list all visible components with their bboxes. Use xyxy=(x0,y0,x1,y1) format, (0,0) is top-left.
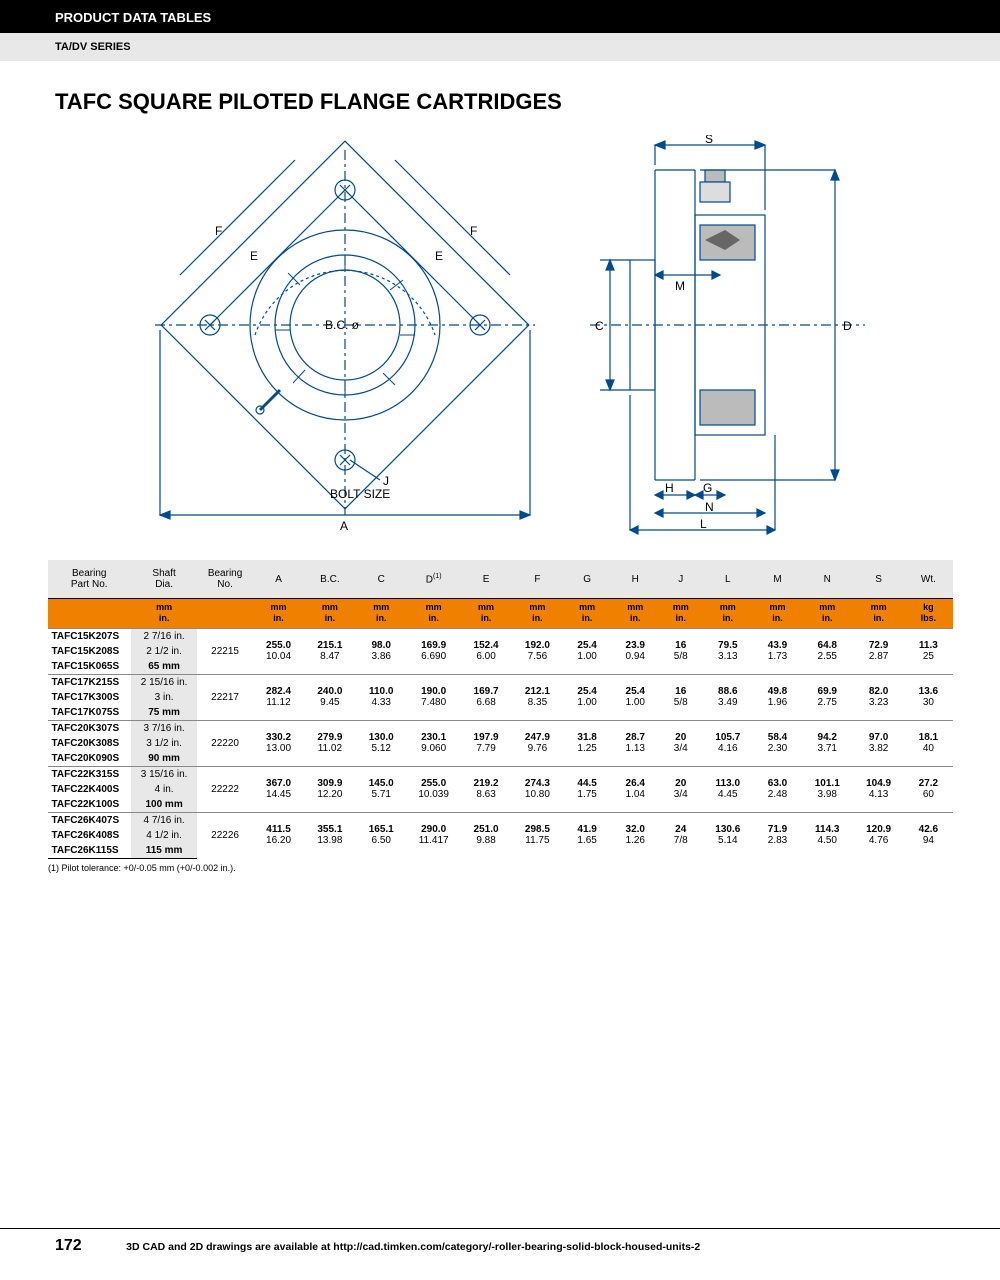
col-M: M xyxy=(753,560,801,599)
col-D: D(1) xyxy=(407,560,460,599)
col-E: E xyxy=(460,560,511,599)
label-D: D xyxy=(843,319,852,333)
page-title: TAFC SQUARE PILOTED FLANGE CARTRIDGES xyxy=(55,89,1000,115)
label-BC: B.C. ø xyxy=(325,318,360,332)
footer-text: 3D CAD and 2D drawings are available at … xyxy=(126,1241,700,1253)
label-A: A xyxy=(340,519,348,533)
col-shaft: ShaftDia. xyxy=(131,560,197,599)
label-M: M xyxy=(675,279,685,293)
col-A: A xyxy=(253,560,304,599)
label-F1: F xyxy=(215,224,222,238)
page-number: 172 xyxy=(55,1237,82,1254)
series-bar: TA/DV SERIES xyxy=(0,33,1000,61)
label-G: G xyxy=(703,481,712,495)
diagram-side: S C D M H G N L xyxy=(575,135,875,535)
col-G: G xyxy=(563,560,611,599)
col-J: J xyxy=(659,560,702,599)
label-N: N xyxy=(705,500,714,514)
table-row: TAFC15K207S2 7/16 in.22215255.010.04215.… xyxy=(48,628,953,644)
label-bolt: BOLT SIZE xyxy=(330,487,390,501)
header-bar: PRODUCT DATA TABLES xyxy=(0,0,1000,33)
label-L: L xyxy=(700,517,707,531)
diagram-area: F E F E B.C. ø J BOLT SIZE A xyxy=(40,135,960,535)
table-units: mmin. mmin. mmin. mmin. mmin. mmin. mmin… xyxy=(48,599,953,629)
diagram-front: F E F E B.C. ø J BOLT SIZE A xyxy=(125,135,545,535)
col-L: L xyxy=(702,560,753,599)
col-C: C xyxy=(356,560,407,599)
col-F: F xyxy=(512,560,563,599)
table-row: TAFC26K407S4 7/16 in.22226411.516.20355.… xyxy=(48,812,953,828)
label-S: S xyxy=(705,135,713,146)
table-row: TAFC17K215S2 15/16 in.22217282.411.12240… xyxy=(48,674,953,690)
label-F2: F xyxy=(470,224,477,238)
col-bearing: BearingNo. xyxy=(197,560,253,599)
label-H: H xyxy=(665,481,674,495)
label-C: C xyxy=(595,319,604,333)
table-row: TAFC20K307S3 7/16 in.22220330.213.00279.… xyxy=(48,720,953,736)
col-H: H xyxy=(611,560,659,599)
col-S: S xyxy=(853,560,904,599)
footer: 172 3D CAD and 2D drawings are available… xyxy=(0,1228,1000,1255)
data-table: BearingPart No. ShaftDia. BearingNo. A B… xyxy=(48,560,953,859)
label-E1: E xyxy=(250,249,258,263)
col-Wt: Wt. xyxy=(904,560,952,599)
col-part: BearingPart No. xyxy=(48,560,131,599)
table-row: TAFC22K315S3 15/16 in.22222367.014.45309… xyxy=(48,766,953,782)
col-BC: B.C. xyxy=(304,560,355,599)
col-N: N xyxy=(802,560,853,599)
table-header: BearingPart No. ShaftDia. BearingNo. A B… xyxy=(48,560,953,599)
label-J: J xyxy=(383,474,389,488)
label-E2: E xyxy=(435,249,443,263)
footnote: (1) Pilot tolerance: +0/-0.05 mm (+0/-0.… xyxy=(48,863,1000,873)
